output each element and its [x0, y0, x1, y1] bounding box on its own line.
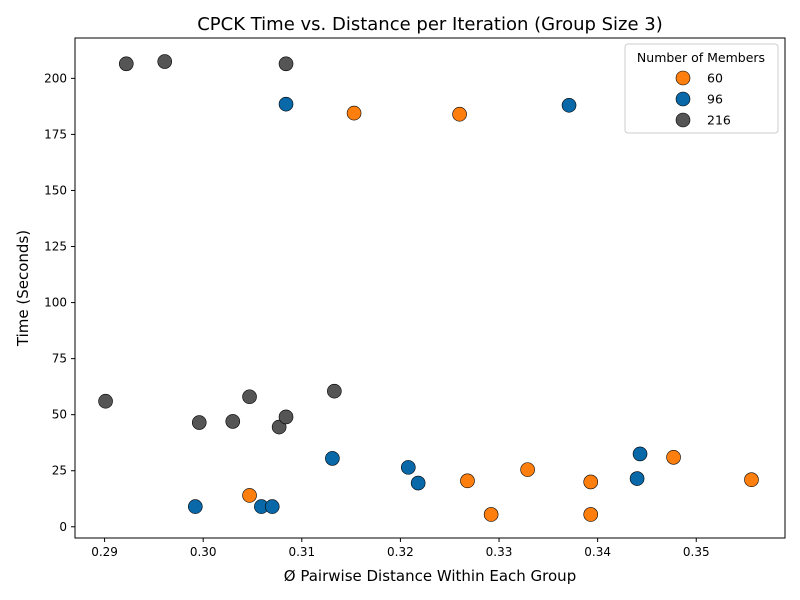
data-point-60: [242, 488, 257, 503]
legend-box: [624, 43, 779, 134]
x-tick-label: 0.33: [486, 545, 513, 559]
data-point-216: [242, 389, 257, 405]
legend-marker-96: [675, 91, 691, 107]
x-tick-label: 0.30: [190, 545, 217, 559]
data-point-216: [225, 414, 241, 429]
x-tick-label: 0.34: [584, 545, 611, 559]
plot-area-frame: [74, 37, 786, 539]
legend-title: Number of Members: [637, 50, 765, 65]
legend-label-216: 216: [707, 113, 731, 128]
data-point-216: [118, 56, 134, 72]
x-axis-label: Ø Pairwise Distance Within Each Group: [284, 567, 576, 585]
data-point-60: [520, 462, 535, 477]
data-point-60: [583, 474, 599, 490]
y-axis-label: Time (Seconds): [14, 230, 32, 347]
data-point-96: [325, 451, 340, 466]
scatter-points: [98, 54, 759, 522]
data-point-60: [460, 473, 475, 489]
data-point-216: [271, 419, 287, 435]
legend: Number of Members 60 96 216: [624, 43, 779, 134]
data-point-96: [561, 97, 577, 113]
data-point-96: [632, 446, 648, 462]
data-point-96: [278, 96, 294, 112]
data-point-60: [666, 449, 681, 465]
x-tick-label: 0.32: [387, 545, 414, 559]
y-tick-label: 25: [52, 464, 67, 478]
x-tick-label: 0.31: [288, 545, 315, 559]
data-point-216: [157, 54, 173, 69]
y-tick-label: 150: [44, 183, 67, 197]
data-point-216: [191, 415, 207, 430]
y-tick-label: 75: [52, 352, 67, 366]
y-tick-label: 200: [44, 71, 67, 85]
y-tick-label: 125: [44, 240, 67, 254]
legend-marker-60: [675, 70, 691, 86]
data-point-96: [188, 499, 203, 514]
data-point-60: [744, 472, 759, 488]
y-axis-ticks: 0 25 50 75 100 125 150 175 200: [44, 71, 75, 534]
legend-label-96: 96: [707, 92, 723, 107]
y-tick-label: 175: [44, 127, 67, 141]
data-point-216: [278, 409, 294, 425]
chart-title: CPCK Time vs. Distance per Iteration (Gr…: [197, 14, 663, 35]
y-tick-label: 100: [44, 296, 67, 310]
data-point-60: [452, 106, 467, 122]
x-tick-label: 0.35: [683, 545, 710, 559]
data-point-60: [483, 507, 499, 522]
y-tick-label: 50: [52, 408, 67, 422]
data-point-216: [98, 393, 113, 409]
data-point-216: [327, 383, 342, 399]
legend-label-60: 60: [707, 71, 723, 86]
data-point-60: [346, 105, 362, 121]
data-point-216: [278, 56, 294, 72]
data-point-60: [583, 507, 599, 522]
y-tick-label: 0: [59, 520, 67, 534]
data-point-96: [410, 475, 426, 491]
data-point-96: [264, 499, 280, 514]
x-tick-label: 0.29: [91, 545, 118, 559]
legend-marker-216: [675, 112, 691, 128]
data-point-96: [401, 460, 416, 475]
data-point-96: [629, 471, 645, 486]
x-axis-ticks: 0.29 0.30 0.31 0.32 0.33 0.34 0.35: [91, 538, 710, 559]
